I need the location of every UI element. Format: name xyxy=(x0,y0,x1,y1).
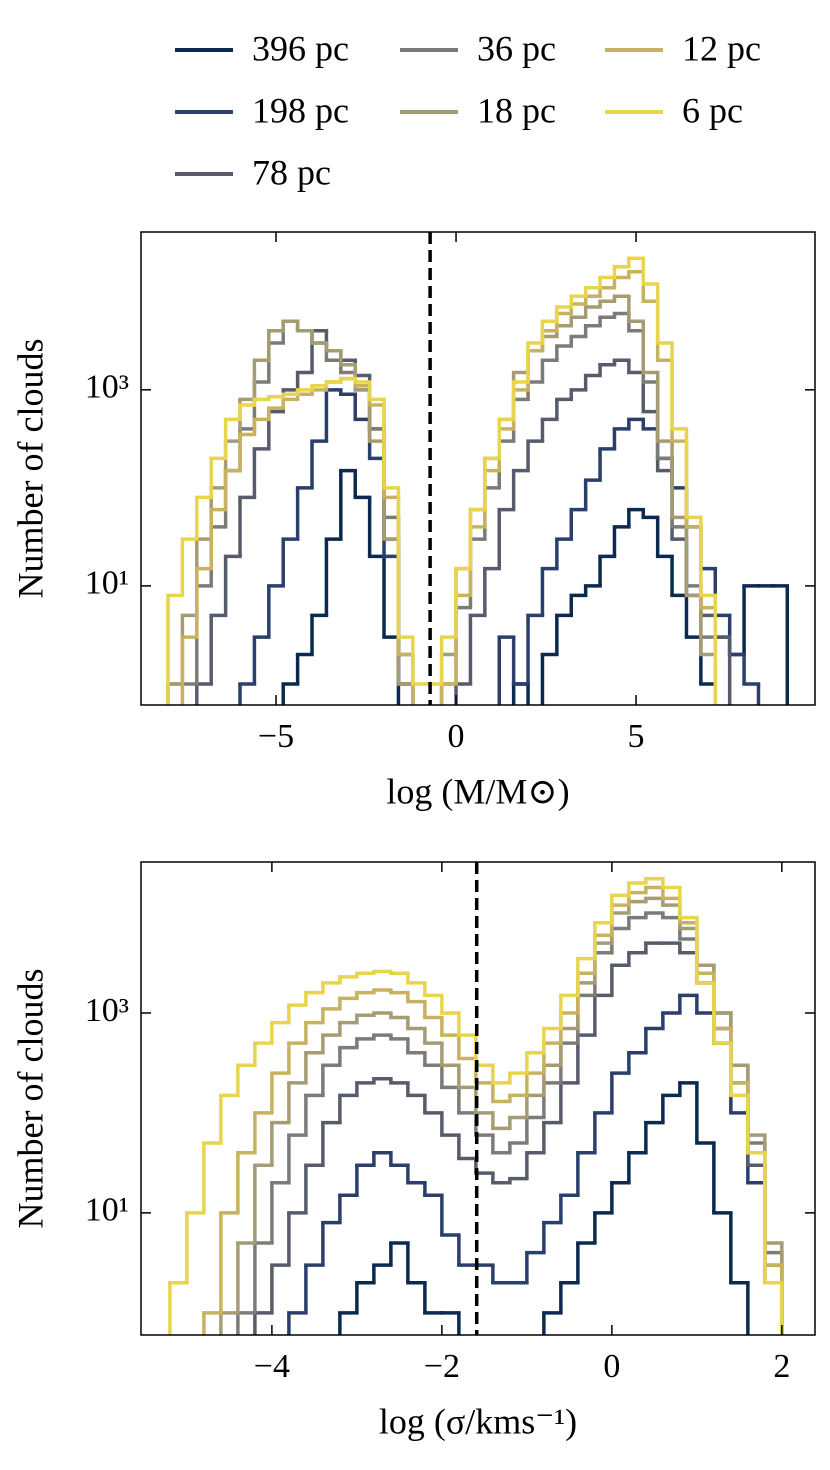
x-tick-label: −2 xyxy=(424,1348,460,1385)
y-axis-label: Number of clouds xyxy=(10,969,50,1229)
y-tick-label: 10³ xyxy=(85,992,129,1029)
legend-label: 36 pc xyxy=(477,28,556,68)
axes-frame xyxy=(140,861,816,1336)
axes-frame xyxy=(140,231,816,706)
y-axis-label: Number of clouds xyxy=(10,339,50,599)
x-axis-label: log (M/M⊙) xyxy=(386,771,569,811)
legend-label: 396 pc xyxy=(252,28,349,68)
y-tick-label: 10¹ xyxy=(85,1192,129,1229)
x-tick-label: 0 xyxy=(448,718,465,755)
x-tick-label: −4 xyxy=(254,1348,290,1385)
y-tick-label: 10³ xyxy=(85,369,129,406)
x-tick-label: 0 xyxy=(603,1348,620,1385)
legend-label: 12 pc xyxy=(682,28,761,68)
x-tick-label: 5 xyxy=(628,718,645,755)
legend-label: 6 pc xyxy=(682,90,743,130)
legend-label: 78 pc xyxy=(252,152,331,192)
legend-label: 198 pc xyxy=(252,90,349,130)
x-axis-label: log (σ/kms⁻¹) xyxy=(379,1401,577,1441)
y-tick-label: 10¹ xyxy=(85,565,129,602)
x-tick-label: 2 xyxy=(773,1348,790,1385)
plot-area xyxy=(168,877,784,1335)
plot-area xyxy=(166,256,790,705)
x-tick-label: −5 xyxy=(258,718,294,755)
legend-label: 18 pc xyxy=(477,90,556,130)
